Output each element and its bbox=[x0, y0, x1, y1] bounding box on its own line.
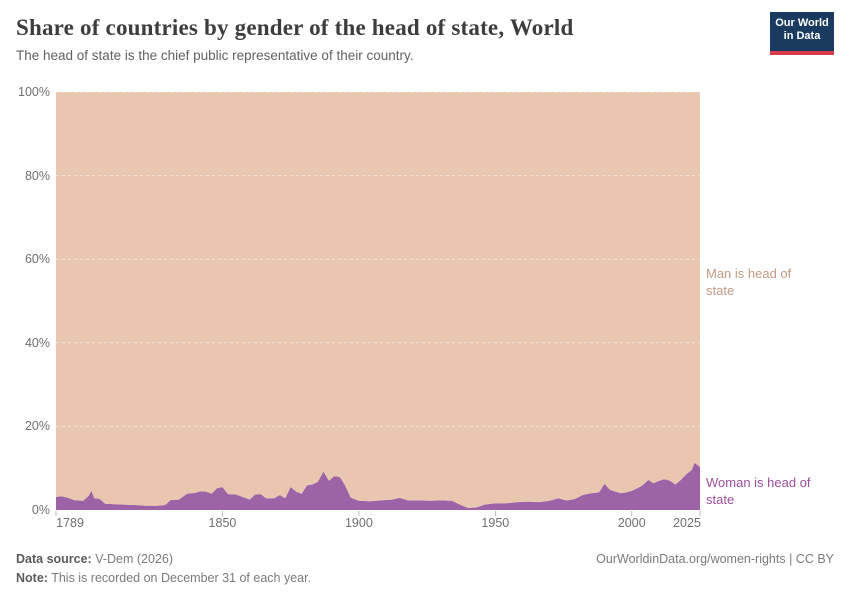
owid-logo[interactable]: Our World in Data bbox=[770, 12, 834, 55]
note-label: Note: bbox=[16, 571, 48, 585]
cc-by-link[interactable]: OurWorldinData.org/women-rights | CC BY bbox=[596, 552, 834, 566]
x-axis-label-1850: 1850 bbox=[208, 516, 237, 530]
y-axis-label-60: 60% bbox=[24, 252, 50, 267]
footer-note-row: Note: This is recorded on December 31 of… bbox=[16, 571, 834, 585]
y-axis-label-20: 20% bbox=[24, 419, 50, 434]
note-value: This is recorded on December 31 of each … bbox=[47, 571, 312, 585]
x-axis-label-2000: 2000 bbox=[617, 516, 646, 530]
x-axis-label-2025: 2025 bbox=[673, 516, 701, 530]
source-value: V-Dem (2026) bbox=[91, 552, 174, 566]
page-subtitle: The head of state is the chief public re… bbox=[16, 48, 414, 63]
x-axis-label-1950: 1950 bbox=[481, 516, 510, 530]
x-axis-label-1900: 1900 bbox=[344, 516, 373, 530]
man-area[interactable] bbox=[56, 92, 700, 508]
x-axis-label-1789: 1789 bbox=[56, 516, 84, 530]
woman-area[interactable] bbox=[56, 462, 700, 510]
owid-logo-line2: in Data bbox=[783, 30, 821, 42]
source-label: Data source: bbox=[16, 552, 92, 566]
owid-logo-line1: Our World bbox=[775, 17, 829, 29]
y-axis-label-100: 100% bbox=[18, 85, 50, 99]
y-axis-label-0: 0% bbox=[31, 503, 50, 517]
y-axis-label-40: 40% bbox=[24, 335, 50, 350]
y-axis-label-80: 80% bbox=[24, 168, 50, 183]
series-label-man: Man is head of state bbox=[706, 266, 792, 298]
page-title: Share of countries by gender of the head… bbox=[16, 15, 574, 40]
footer-source-row: Data source: V-Dem (2026) OurWorldinData… bbox=[16, 552, 834, 566]
series-label-woman: Woman is head of state bbox=[706, 475, 811, 507]
